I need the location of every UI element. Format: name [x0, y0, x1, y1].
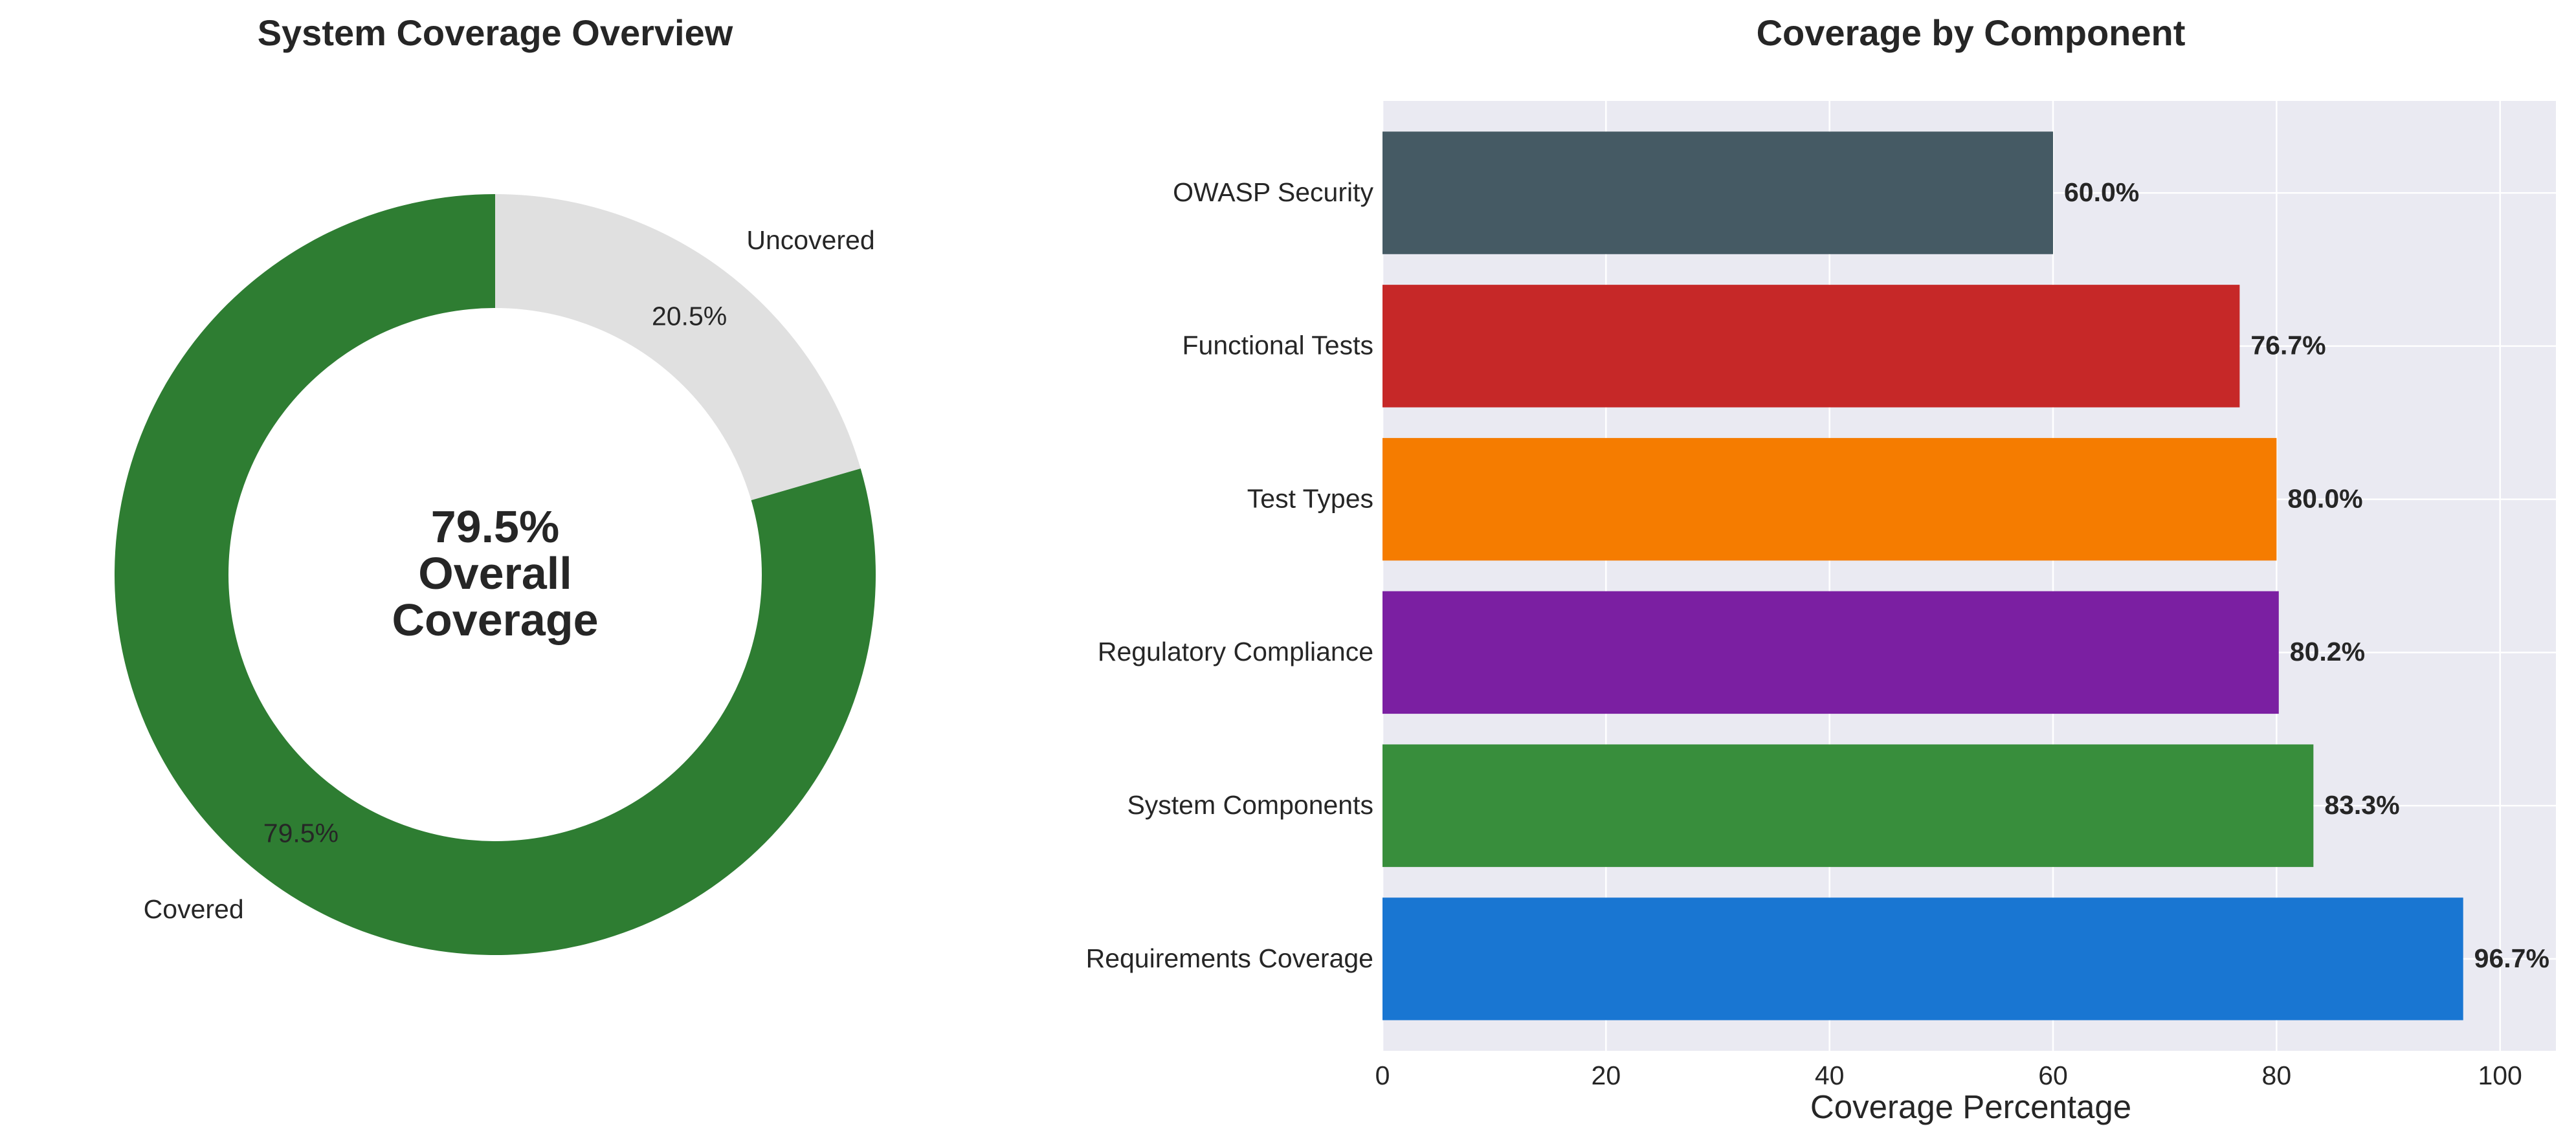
donut-chart-title: System Coverage Overview	[258, 12, 733, 53]
bar-value-label-requirements-coverage: 96.7%	[2474, 943, 2549, 973]
x-tick-labels: 0 20 40 60 80 100	[1375, 1061, 2522, 1090]
y-tick-requirements-coverage: Requirements Coverage	[1086, 943, 1373, 973]
y-tick-test-types: Test Types	[1247, 483, 1373, 513]
center-text-line-2: Overall	[418, 548, 572, 599]
x-tick-40: 40	[1815, 1061, 1845, 1090]
bar-functional-tests	[1382, 285, 2240, 408]
donut-labels: Covered 79.5% Uncovered 20.5%	[144, 225, 875, 924]
bar-value-labels: 96.7% 83.3% 80.2% 80.0% 76.7% 60.0%	[2064, 177, 2549, 973]
donut-label-covered: Covered	[144, 894, 244, 924]
bar-test-types	[1382, 437, 2277, 561]
bar-requirements-coverage	[1382, 897, 2463, 1020]
y-tick-functional-tests: Functional Tests	[1182, 331, 1373, 360]
bars	[1382, 131, 2463, 1020]
x-tick-60: 60	[2038, 1061, 2068, 1090]
bar-value-label-system-components: 83.3%	[2324, 790, 2399, 820]
center-text-line-1: 79.5%	[431, 501, 559, 552]
center-text-line-3: Coverage	[392, 595, 598, 645]
bar-owasp-security	[1382, 131, 2053, 254]
plot-area	[1382, 101, 2556, 1051]
x-tick-100: 100	[2478, 1061, 2522, 1090]
bar-value-label-functional-tests: 76.7%	[2250, 331, 2326, 360]
bar-value-label-regulatory-compliance: 80.2%	[2290, 637, 2365, 666]
bar-chart-title: Coverage by Component	[1757, 12, 2186, 53]
x-axis-label: Coverage Percentage	[1810, 1088, 2131, 1125]
y-tick-labels: Requirements Coverage System Components Re…	[1086, 177, 1374, 973]
donut-center-text: 79.5% Overall Coverage	[392, 501, 598, 645]
x-tick-80: 80	[2262, 1061, 2292, 1090]
donut-pct-covered: 79.5%	[263, 819, 339, 848]
donut-label-uncovered: Uncovered	[746, 225, 874, 255]
y-tick-regulatory-compliance: Regulatory Compliance	[1098, 637, 1373, 666]
x-tick-0: 0	[1375, 1061, 1390, 1090]
bar-regulatory-compliance	[1382, 591, 2279, 714]
y-tick-owasp-security: OWASP Security	[1173, 177, 1373, 207]
y-tick-system-components: System Components	[1127, 790, 1373, 820]
x-tick-20: 20	[1592, 1061, 1621, 1090]
donut-hole	[228, 308, 762, 841]
donut-pct-uncovered: 20.5%	[652, 301, 727, 331]
bar-chart: Coverage by Component 96.7% 83.3% 80.2% 80.…	[1086, 12, 2556, 1125]
bar-value-label-test-types: 80.0%	[2287, 483, 2362, 513]
bar-system-components	[1382, 744, 2314, 867]
bar-value-label-owasp-security: 60.0%	[2064, 177, 2139, 207]
donut-chart: System Coverage Overview 79.5% Overall C…	[115, 12, 876, 956]
